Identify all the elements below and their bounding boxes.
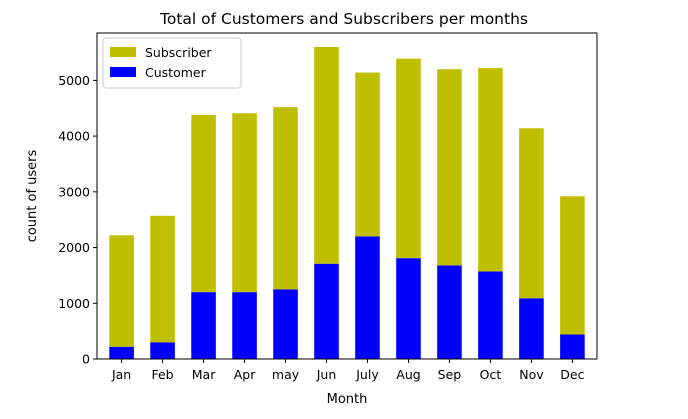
- bar-customer-jan: [109, 346, 134, 359]
- bar-subscriber-feb: [150, 215, 175, 343]
- bar-subscriber-apr: [232, 113, 257, 293]
- legend-swatch-customer: [110, 67, 136, 77]
- bar-subscriber-may: [273, 107, 298, 290]
- bar-subscriber-jan: [109, 235, 134, 347]
- bar-customer-apr: [232, 292, 257, 359]
- legend-label-subscriber: Subscriber: [145, 45, 212, 60]
- bar-subscriber-dec: [560, 196, 585, 335]
- plot-frame: [96, 32, 598, 360]
- x-tick-label: Mar: [192, 367, 216, 382]
- x-tick-label: Nov: [519, 367, 544, 382]
- bar-customer-july: [355, 236, 380, 359]
- bar-subscriber-aug: [396, 58, 421, 259]
- chart-title: Total of Customers and Subscribers per m…: [159, 10, 528, 28]
- bar-customer-feb: [150, 342, 175, 359]
- bar-subscriber-sep: [437, 69, 462, 266]
- y-axis: 0 1000 2000 3000 4000 5000: [58, 73, 97, 367]
- bar-customer-dec: [560, 334, 585, 359]
- x-tick-label: may: [272, 367, 300, 382]
- x-tick-label: Dec: [560, 367, 584, 382]
- legend: Subscriber Customer: [102, 37, 242, 89]
- legend-swatch-subscriber: [110, 47, 136, 57]
- y-tick-label: 5000: [58, 73, 90, 88]
- y-axis-label: count of users: [25, 149, 40, 242]
- bar-subscriber-july: [355, 72, 380, 237]
- x-tick-label: Jun: [316, 367, 337, 382]
- bar-subscriber-nov: [519, 128, 544, 299]
- bar-subscriber-oct: [478, 68, 503, 272]
- x-tick-label: Apr: [234, 367, 256, 382]
- bar-subscriber-mar: [191, 114, 216, 293]
- legend-label-customer: Customer: [145, 65, 207, 80]
- bar-customer-nov: [519, 298, 544, 359]
- bar-subscriber-jun: [314, 46, 339, 264]
- y-tick-label: 3000: [58, 184, 90, 199]
- y-tick-label: 0: [82, 352, 90, 367]
- y-tick-label: 1000: [58, 296, 90, 311]
- legend-box: [102, 37, 242, 89]
- bar-customer-jun: [314, 263, 339, 359]
- x-tick-label: Oct: [480, 367, 502, 382]
- x-tick-label: Aug: [396, 367, 420, 382]
- bar-customer-sep: [437, 265, 462, 359]
- x-axis-label: Month: [327, 392, 368, 407]
- y-tick-label: 2000: [58, 240, 90, 255]
- y-tick-label: 4000: [58, 129, 90, 144]
- x-tick-label: July: [355, 367, 379, 382]
- bar-customer-oct: [478, 271, 503, 359]
- bars-layer: [109, 46, 585, 359]
- x-axis: Jan Feb Mar Apr may Jun July Aug Sep Oct Nov Dec: [111, 359, 585, 382]
- x-tick-label: Sep: [438, 367, 462, 382]
- bar-customer-mar: [191, 292, 216, 359]
- bar-customer-aug: [396, 258, 421, 359]
- x-tick-label: Feb: [151, 367, 173, 382]
- x-tick-label: Jan: [111, 367, 131, 382]
- bar-customer-may: [273, 289, 298, 359]
